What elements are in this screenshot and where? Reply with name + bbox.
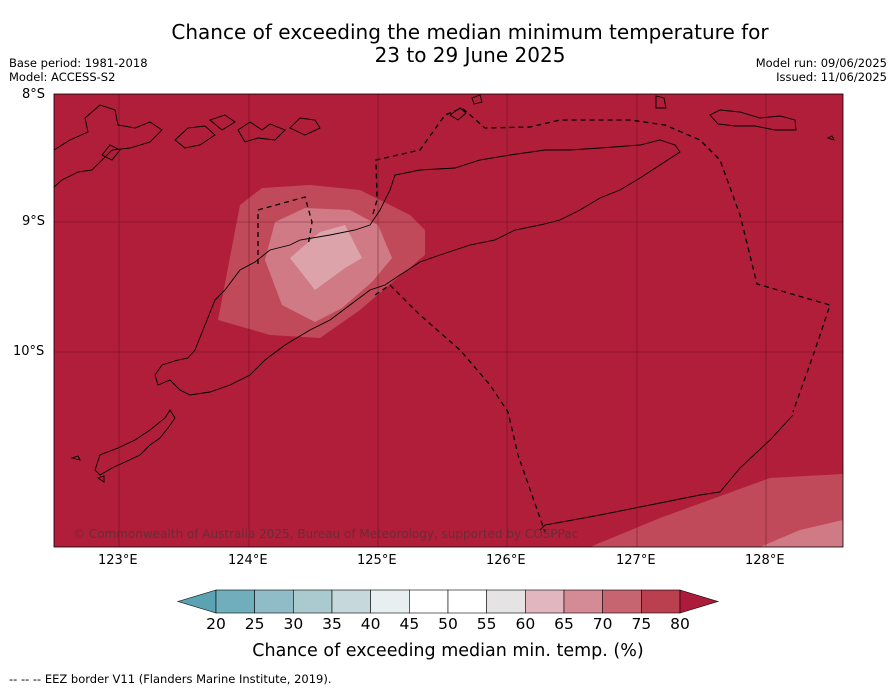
lon-label-123e: 123°E — [98, 553, 138, 568]
lon-label-126e: 126°E — [486, 553, 526, 568]
model-run: Model run: 09/06/2025 — [755, 56, 887, 70]
colorbar-swatch — [409, 589, 449, 614]
map-background — [54, 94, 843, 547]
coast-timor — [154, 139, 681, 396]
map-title-line2: 23 to 29 June 2025 — [374, 43, 566, 67]
colorbar-tick-label: 35 — [322, 615, 342, 633]
coast-timor-leste-south — [539, 414, 794, 531]
coast-flores-alor — [54, 104, 163, 188]
colorbar-swatch — [293, 589, 333, 614]
map-frame — [53, 93, 844, 548]
lat-label-8s: 8°S — [22, 87, 46, 102]
colorbar-swatch — [447, 589, 487, 614]
colorbar-tick-label: 20 — [206, 615, 226, 633]
eez-borders — [257, 107, 831, 533]
colorbar — [176, 589, 720, 614]
colorbar-tick-label: 75 — [631, 615, 652, 633]
eez-legend-note: -- -- -- EEZ border V11 (Flanders Marine… — [9, 672, 332, 686]
colorbar-tick-label: 25 — [244, 615, 265, 633]
colorbar-tick-label: 50 — [438, 615, 458, 633]
contour-65 — [290, 225, 362, 290]
colorbar-tick-label: 40 — [360, 615, 381, 633]
colorbar-tick-label: 70 — [592, 615, 613, 633]
colorbar-swatch — [331, 589, 371, 614]
colorbar-swatch — [641, 589, 681, 614]
colorbar-label: Chance of exceeding median min. temp. (%… — [252, 641, 644, 661]
colorbar-swatch — [602, 589, 642, 614]
colorbar-swatch — [486, 589, 526, 614]
colorbar-tick-label: 60 — [515, 615, 536, 633]
contour-70-southeast — [760, 520, 843, 547]
colorbar-tick-label: 55 — [476, 615, 497, 633]
colorbar-tick-label: 65 — [554, 615, 574, 633]
colorbar-swatch — [525, 589, 565, 614]
lon-label-127e: 127°E — [616, 553, 656, 568]
issued-date: Issued: 11/06/2025 — [776, 70, 887, 84]
colorbar-tick-label: 45 — [399, 615, 420, 633]
base-period: Base period: 1981-2018 — [9, 56, 148, 70]
coastlines — [54, 94, 835, 531]
colorbar-swatch — [215, 589, 255, 614]
colorbar-swatch — [254, 589, 294, 614]
gridlines — [54, 94, 843, 547]
lat-label-10s: 10°S — [13, 344, 45, 359]
colorbar-tick-label: 30 — [283, 615, 304, 633]
colorbar-extend-low — [176, 589, 217, 614]
coast-rote — [94, 409, 176, 476]
lon-label-128e: 128°E — [745, 553, 785, 568]
lat-label-9s: 9°S — [22, 214, 46, 229]
coast-wetar — [709, 109, 797, 131]
colorbar-extend-high — [679, 589, 720, 614]
lon-label-124e: 124°E — [228, 553, 268, 568]
model-name: Model: ACCESS-S2 — [9, 70, 116, 84]
colorbar-swatch — [370, 589, 410, 614]
colorbar-tick-label: 80 — [670, 615, 690, 633]
colorbar-swatch — [563, 589, 603, 614]
map-title-line1: Chance of exceeding the median minimum t… — [171, 20, 769, 44]
contour-75-southeast — [590, 474, 843, 547]
lon-label-125e: 125°E — [357, 553, 397, 568]
copyright-notice: © Commonwealth of Australia 2025, Bureau… — [73, 527, 579, 541]
